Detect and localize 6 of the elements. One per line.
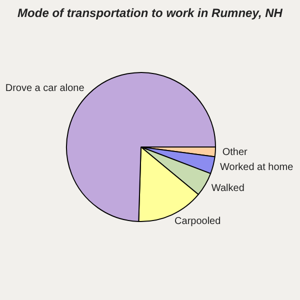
slice-label: Drove a car alone (5, 83, 85, 94)
slice-label: Carpooled (174, 216, 221, 228)
slice-label: Worked at home (220, 162, 294, 173)
slice-label: Other (222, 147, 248, 158)
slice-label: Walked (211, 182, 244, 194)
chart-title: Mode of transportation to work in Rumney, NH (16, 6, 284, 20)
